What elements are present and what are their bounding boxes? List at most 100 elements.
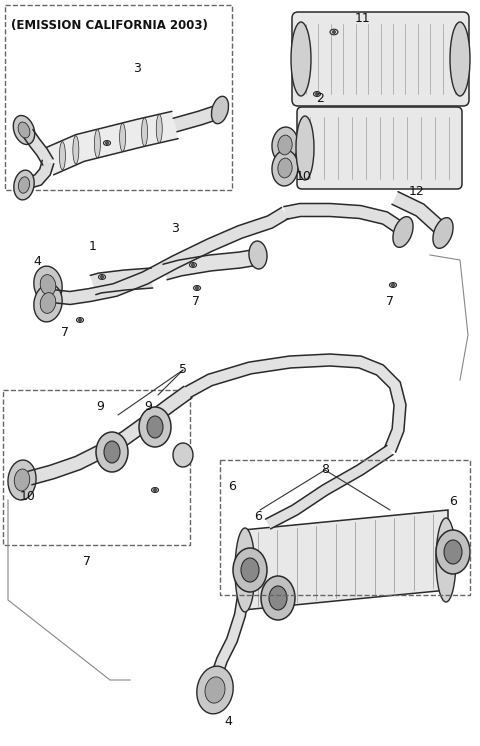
Ellipse shape xyxy=(389,283,396,287)
Ellipse shape xyxy=(120,123,126,151)
Polygon shape xyxy=(173,105,220,132)
Ellipse shape xyxy=(233,548,267,592)
Polygon shape xyxy=(28,160,54,188)
Ellipse shape xyxy=(313,92,321,96)
Circle shape xyxy=(195,286,199,289)
Ellipse shape xyxy=(76,318,84,322)
Ellipse shape xyxy=(14,469,30,491)
Ellipse shape xyxy=(278,135,292,155)
Ellipse shape xyxy=(450,22,470,96)
Circle shape xyxy=(315,93,319,95)
Polygon shape xyxy=(243,510,448,610)
Ellipse shape xyxy=(73,136,79,164)
Ellipse shape xyxy=(330,29,338,35)
Polygon shape xyxy=(90,268,153,295)
Text: 7: 7 xyxy=(61,326,69,339)
Ellipse shape xyxy=(190,263,196,268)
Text: 12: 12 xyxy=(409,185,425,198)
Ellipse shape xyxy=(34,284,62,322)
Ellipse shape xyxy=(393,216,413,248)
Text: 6: 6 xyxy=(228,480,236,493)
Ellipse shape xyxy=(147,416,163,438)
Ellipse shape xyxy=(8,460,36,500)
Polygon shape xyxy=(210,589,250,682)
Ellipse shape xyxy=(241,558,259,582)
Polygon shape xyxy=(23,130,53,165)
Text: 10: 10 xyxy=(20,490,36,503)
Ellipse shape xyxy=(40,292,56,313)
Ellipse shape xyxy=(139,407,171,447)
Ellipse shape xyxy=(104,140,110,145)
Ellipse shape xyxy=(193,286,201,290)
Polygon shape xyxy=(265,445,393,529)
Ellipse shape xyxy=(142,118,147,146)
Ellipse shape xyxy=(18,122,30,138)
Ellipse shape xyxy=(296,116,314,180)
Text: 8: 8 xyxy=(321,463,329,476)
Text: 3: 3 xyxy=(171,222,179,235)
Polygon shape xyxy=(284,204,404,233)
Text: 9: 9 xyxy=(144,400,152,413)
Ellipse shape xyxy=(197,666,233,714)
Ellipse shape xyxy=(13,116,35,145)
Ellipse shape xyxy=(272,127,298,163)
Text: 4: 4 xyxy=(224,715,232,728)
Text: 1: 1 xyxy=(89,240,97,253)
Ellipse shape xyxy=(269,586,287,610)
Ellipse shape xyxy=(249,241,267,269)
Polygon shape xyxy=(42,111,178,175)
Ellipse shape xyxy=(436,518,456,602)
FancyBboxPatch shape xyxy=(297,107,462,189)
Circle shape xyxy=(106,142,108,145)
Text: 7: 7 xyxy=(83,555,91,568)
Text: 2: 2 xyxy=(316,92,324,105)
Polygon shape xyxy=(392,192,444,233)
Circle shape xyxy=(100,275,104,278)
Ellipse shape xyxy=(60,142,65,169)
Ellipse shape xyxy=(272,150,298,186)
Text: (EMISSION CALIFORNIA 2003): (EMISSION CALIFORNIA 2003) xyxy=(11,19,208,32)
Text: 7: 7 xyxy=(192,295,200,308)
Ellipse shape xyxy=(173,443,193,467)
Ellipse shape xyxy=(433,218,453,248)
Ellipse shape xyxy=(40,275,56,295)
Ellipse shape xyxy=(261,576,295,620)
Polygon shape xyxy=(28,386,192,485)
Circle shape xyxy=(333,31,336,34)
Polygon shape xyxy=(51,207,288,304)
Text: 9: 9 xyxy=(96,400,104,413)
Text: 6: 6 xyxy=(254,510,262,523)
Text: 4: 4 xyxy=(33,255,41,268)
Ellipse shape xyxy=(444,540,462,564)
Ellipse shape xyxy=(34,266,62,304)
Circle shape xyxy=(154,489,156,492)
Polygon shape xyxy=(163,250,253,280)
Ellipse shape xyxy=(205,677,225,703)
Circle shape xyxy=(79,319,82,322)
Ellipse shape xyxy=(152,488,158,492)
Text: 5: 5 xyxy=(179,363,187,376)
Ellipse shape xyxy=(14,170,34,200)
Bar xyxy=(220,460,470,595)
Ellipse shape xyxy=(96,432,128,472)
FancyBboxPatch shape xyxy=(292,12,469,106)
Polygon shape xyxy=(185,354,406,452)
Ellipse shape xyxy=(212,96,228,124)
Text: 3: 3 xyxy=(133,62,141,75)
Ellipse shape xyxy=(104,441,120,463)
Ellipse shape xyxy=(98,275,106,280)
Ellipse shape xyxy=(18,177,30,193)
Text: 11: 11 xyxy=(355,12,371,25)
Text: 10: 10 xyxy=(296,170,312,183)
Text: 6: 6 xyxy=(449,495,457,508)
Ellipse shape xyxy=(156,115,162,142)
Ellipse shape xyxy=(278,158,292,178)
Bar xyxy=(5,5,232,190)
Circle shape xyxy=(392,283,395,286)
Ellipse shape xyxy=(95,130,100,157)
Text: 7: 7 xyxy=(386,295,394,308)
Bar xyxy=(3,390,190,545)
Ellipse shape xyxy=(291,22,311,96)
Ellipse shape xyxy=(436,530,470,574)
Circle shape xyxy=(192,263,194,266)
